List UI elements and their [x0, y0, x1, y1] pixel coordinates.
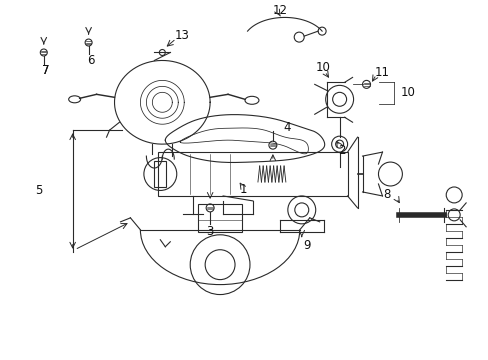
- Text: 10: 10: [315, 61, 329, 74]
- Text: 2: 2: [337, 144, 345, 157]
- Text: 6: 6: [87, 54, 94, 67]
- Text: 3: 3: [206, 225, 213, 238]
- Text: 10: 10: [400, 86, 414, 99]
- Text: 12: 12: [272, 4, 287, 17]
- Text: 13: 13: [174, 29, 189, 42]
- Text: 5: 5: [35, 184, 42, 197]
- Text: 9: 9: [303, 239, 310, 252]
- Text: 7: 7: [42, 64, 49, 77]
- Text: 1: 1: [239, 184, 246, 197]
- Text: 11: 11: [374, 66, 389, 79]
- Text: 4: 4: [283, 121, 290, 134]
- Text: 7: 7: [42, 64, 49, 77]
- Text: 8: 8: [382, 188, 389, 202]
